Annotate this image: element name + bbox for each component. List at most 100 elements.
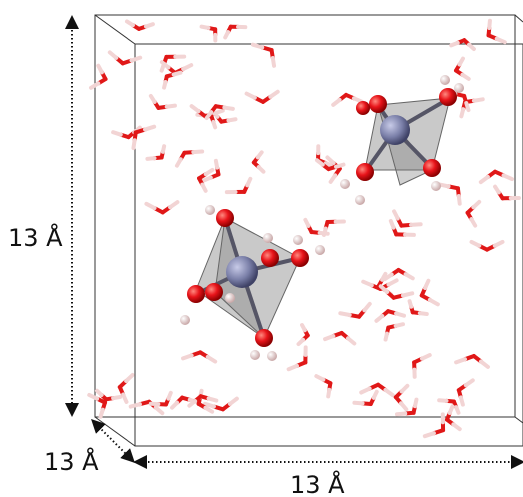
- water-part: [333, 100, 339, 105]
- water-part: [123, 395, 126, 402]
- water-part: [89, 395, 97, 399]
- water-part: [225, 32, 228, 37]
- water-part: [425, 433, 434, 436]
- water-part: [224, 108, 233, 109]
- water-part: [131, 404, 140, 406]
- water-part: [110, 52, 116, 57]
- water-part: [206, 170, 213, 174]
- water-part: [462, 75, 468, 79]
- water-part: [354, 403, 362, 404]
- water-part: [91, 83, 98, 87]
- water-part: [133, 140, 134, 148]
- water-part: [354, 98, 362, 101]
- water-part: [456, 359, 465, 362]
- water-part: [302, 325, 305, 330]
- water-part: [113, 132, 121, 134]
- water-part: [151, 96, 155, 102]
- water-part: [146, 204, 154, 208]
- water-part: [259, 167, 264, 172]
- water-part: [202, 185, 205, 191]
- water-part: [113, 397, 120, 398]
- water-part: [403, 293, 412, 295]
- water-part: [420, 313, 427, 314]
- water-part: [474, 99, 483, 100]
- water-part: [316, 376, 323, 380]
- water-part: [328, 390, 329, 397]
- water-part: [422, 355, 430, 359]
- water-part: [402, 386, 408, 392]
- water-part: [97, 391, 102, 395]
- water-part: [174, 73, 181, 75]
- water-part: [374, 392, 377, 398]
- water-part: [98, 66, 102, 73]
- water-part: [208, 357, 215, 362]
- water-part: [386, 334, 387, 340]
- water-part: [216, 161, 217, 168]
- depth-label: 13 Å: [44, 447, 99, 476]
- water-part: [273, 58, 274, 66]
- water-part: [481, 177, 488, 182]
- water-part: [410, 301, 412, 307]
- water-part: [131, 58, 140, 61]
- water-part: [361, 389, 369, 393]
- water-part: [228, 119, 235, 120]
- water-part: [289, 366, 297, 369]
- water-part: [213, 122, 215, 128]
- water-part: [202, 27, 209, 28]
- water-part: [209, 398, 217, 400]
- water-part: [461, 109, 463, 116]
- water-part: [331, 175, 336, 182]
- water-part: [325, 336, 333, 339]
- water-part: [170, 202, 177, 207]
- water-part: [495, 187, 499, 193]
- water-part: [324, 229, 326, 235]
- water-part: [459, 59, 462, 65]
- water-part: [299, 340, 304, 344]
- water-part: [497, 39, 505, 42]
- water-part: [348, 338, 354, 343]
- water-part: [376, 316, 382, 321]
- water-part: [466, 380, 473, 385]
- water-part: [471, 219, 475, 225]
- water-part: [168, 393, 170, 399]
- water-part: [466, 103, 468, 110]
- water-part: [183, 65, 191, 69]
- water-part: [127, 21, 133, 25]
- water-part: [146, 24, 153, 26]
- water-part: [391, 221, 394, 228]
- water-part: [147, 158, 154, 159]
- water-part: [425, 281, 428, 288]
- water-part: [401, 403, 406, 409]
- water-part: [192, 106, 199, 111]
- water-part: [126, 375, 132, 381]
- water-part: [305, 220, 308, 226]
- simulation-box: 13 Å 13 Å 13 Å: [0, 0, 523, 497]
- water-part: [459, 196, 460, 204]
- water-part: [247, 179, 250, 186]
- height-label: 13 Å: [8, 223, 63, 252]
- water-part: [253, 45, 262, 48]
- water-part: [481, 361, 488, 366]
- water-part: [495, 242, 503, 246]
- water-part: [473, 202, 479, 207]
- water-part: [167, 106, 175, 107]
- water-part: [397, 414, 405, 415]
- water-part: [439, 400, 446, 401]
- water-part: [230, 399, 237, 404]
- water-part: [430, 300, 438, 304]
- water-part: [385, 390, 392, 395]
- width-label: 13 Å: [290, 470, 345, 497]
- water-part: [193, 152, 202, 153]
- water-part: [163, 146, 164, 152]
- water-part: [389, 280, 397, 284]
- water-part: [364, 304, 369, 310]
- water-part: [270, 92, 277, 97]
- water-part: [453, 424, 459, 429]
- water-part: [177, 159, 181, 165]
- water-part: [469, 45, 474, 49]
- water-part: [164, 82, 165, 88]
- water-molecules: [89, 21, 519, 436]
- water-part: [247, 94, 255, 98]
- water-part: [450, 406, 453, 413]
- water-part: [461, 397, 463, 404]
